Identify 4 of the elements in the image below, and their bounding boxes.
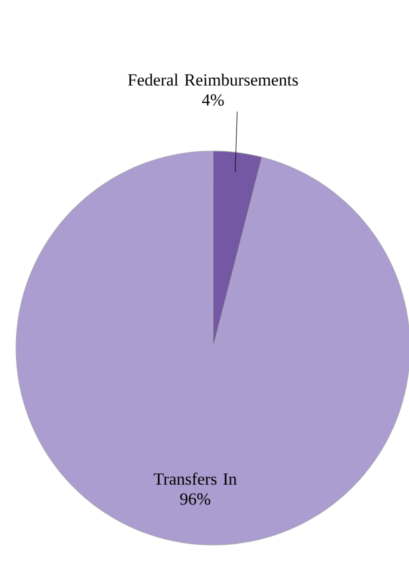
slice-label: Transfers In (154, 472, 237, 485)
slice-label: Federal Reimbursements (128, 74, 298, 86)
data-label: 96% (180, 493, 210, 505)
data-label: 4% (202, 94, 224, 106)
